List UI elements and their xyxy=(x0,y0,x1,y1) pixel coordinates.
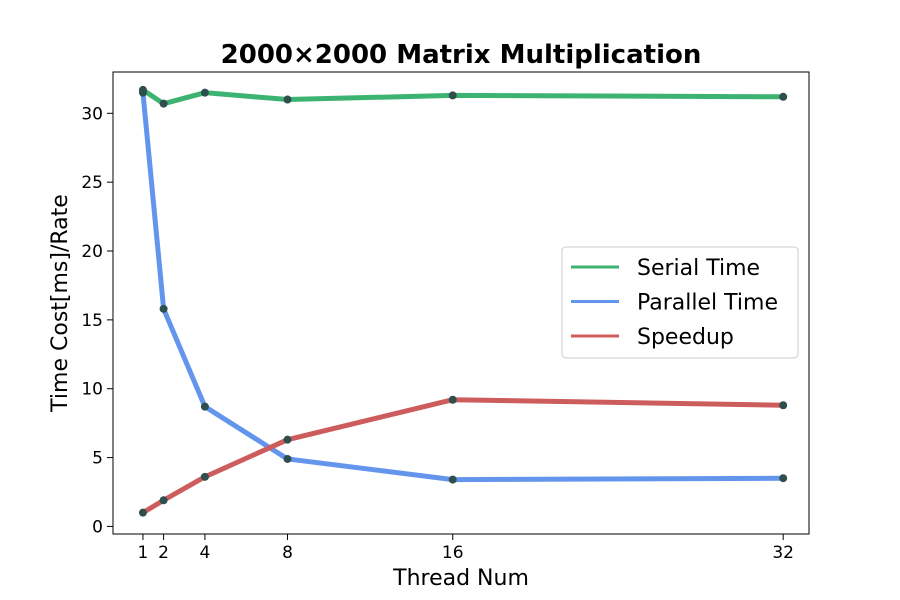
y-tick-label: 25 xyxy=(81,173,103,193)
legend-label: Parallel Time xyxy=(637,291,778,316)
legend-label: Serial Time xyxy=(637,256,760,281)
x-tick-label: 32 xyxy=(772,543,794,563)
data-point xyxy=(283,435,292,444)
plot-frame xyxy=(112,71,810,535)
chart-title: 2000×2000 Matrix Multiplication xyxy=(221,40,702,70)
x-axis: 1 2 4 8 16 32 xyxy=(138,534,794,563)
data-point xyxy=(159,304,168,313)
data-point xyxy=(448,475,457,484)
y-axis: 0 5 10 15 20 25 30 xyxy=(81,104,113,537)
data-point xyxy=(200,88,209,97)
data-point xyxy=(283,454,292,463)
data-point xyxy=(779,401,788,410)
x-tick-label: 2 xyxy=(158,543,169,563)
data-point xyxy=(138,88,147,97)
plot-area xyxy=(138,85,788,517)
x-axis-label: Thread Num xyxy=(392,566,529,591)
y-tick-label: 0 xyxy=(92,517,103,537)
data-point xyxy=(779,92,788,101)
data-point xyxy=(159,496,168,505)
data-point xyxy=(779,474,788,483)
data-point xyxy=(200,472,209,481)
x-tick-label: 1 xyxy=(138,543,149,563)
series-line xyxy=(140,92,784,483)
y-tick-label: 15 xyxy=(81,311,103,331)
y-tick-label: 30 xyxy=(81,104,103,124)
y-axis-label: Time Cost[ms]/Rate xyxy=(48,194,73,413)
data-point xyxy=(138,508,147,517)
series-line xyxy=(141,397,784,515)
y-tick-label: 20 xyxy=(81,242,103,262)
legend: Serial Time Parallel Time Speedup xyxy=(561,246,799,359)
x-tick-label: 4 xyxy=(199,543,210,563)
x-tick-label: 16 xyxy=(442,543,464,563)
legend-label: Speedup xyxy=(637,325,734,350)
legend-box xyxy=(561,246,799,359)
x-tick-label: 8 xyxy=(282,543,293,563)
data-point xyxy=(448,395,457,404)
y-tick-label: 10 xyxy=(81,380,103,400)
data-point xyxy=(448,91,457,100)
data-point xyxy=(283,95,292,104)
y-tick-label: 5 xyxy=(92,449,103,469)
data-point xyxy=(200,402,209,411)
data-point xyxy=(159,99,168,108)
series-line xyxy=(141,87,784,107)
